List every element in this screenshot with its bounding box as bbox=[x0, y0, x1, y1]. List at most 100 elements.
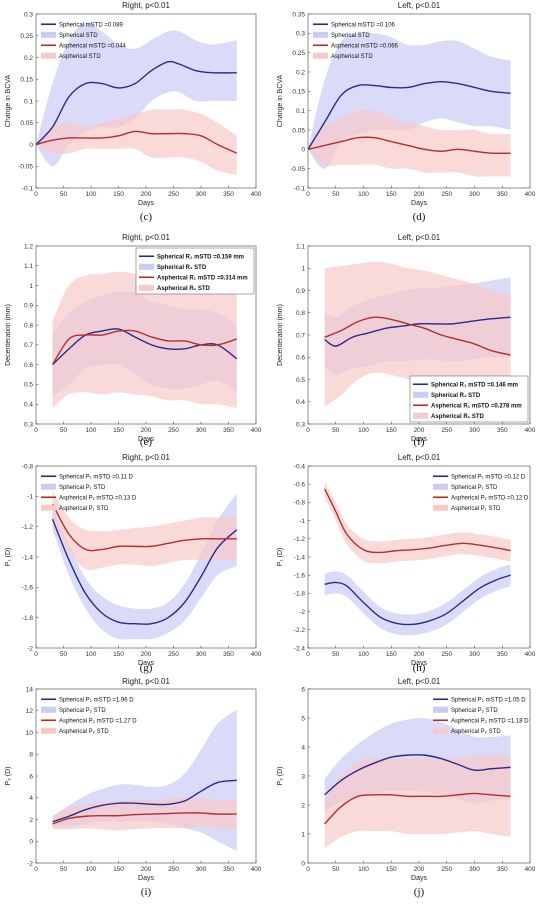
legend-patch-swatch bbox=[433, 483, 448, 490]
y-axis-label: Decenteration (mm) bbox=[277, 304, 284, 366]
plot-layer bbox=[36, 22, 238, 175]
y-tick-label: 3 bbox=[301, 773, 305, 780]
x-tick-label: 50 bbox=[60, 651, 68, 658]
y-tick-label: 0.1 bbox=[24, 98, 33, 105]
x-tick-label: 150 bbox=[386, 866, 397, 873]
x-tick-label: 250 bbox=[441, 651, 452, 658]
plot-layer bbox=[52, 709, 237, 852]
x-tick-label: 0 bbox=[306, 651, 310, 658]
y-tick-label: 0.3 bbox=[24, 421, 33, 428]
x-tick-label: 50 bbox=[332, 651, 340, 658]
legend: Spherical P₁ mSTD =0.12 D Spherical P₁ ST… bbox=[433, 474, 529, 512]
y-tick-label: 0.35 bbox=[292, 11, 305, 18]
legend: Spherical P₂ mSTD =1.05 D Spherical P₂ ST… bbox=[433, 697, 529, 735]
x-tick-label: 200 bbox=[414, 191, 425, 198]
legend-entry: Spherical STD bbox=[331, 33, 370, 39]
x-tick-label: 350 bbox=[497, 427, 508, 434]
x-tick-label: 300 bbox=[196, 866, 207, 873]
spherical-mean-line bbox=[308, 80, 511, 150]
legend-entry: Aspherical P₂ STD bbox=[59, 729, 109, 735]
x-tick-label: 300 bbox=[469, 191, 480, 198]
chart-title: Left, p<0.01 bbox=[398, 677, 441, 686]
y-tick-label: -1.6 bbox=[294, 573, 306, 580]
x-tick-label: 250 bbox=[168, 427, 179, 434]
x-tick-label: 350 bbox=[223, 866, 234, 873]
aspherical-mean-line bbox=[324, 488, 511, 554]
x-tick-label: 0 bbox=[306, 191, 310, 198]
legend-patch-swatch bbox=[139, 263, 154, 270]
x-tick-label: 250 bbox=[168, 651, 179, 658]
y-tick-label: 0.8 bbox=[24, 322, 33, 329]
chart-panel-1: Left, p<0.01 0 50 100 150 200 250 300 350 400 -0.1… bbox=[277, 1, 536, 223]
x-tick-label: 200 bbox=[414, 866, 425, 873]
legend-entry: Spherical P₂ mSTD =1.05 D bbox=[451, 697, 526, 703]
y-tick-label: -1.2 bbox=[294, 536, 306, 543]
legend-patch-swatch bbox=[433, 727, 448, 734]
x-tick-label: 250 bbox=[441, 866, 452, 873]
legend-entry: Aspherical P₁ STD bbox=[451, 506, 501, 512]
y-tick-label: 0.05 bbox=[20, 120, 33, 127]
plot-layer bbox=[324, 717, 511, 849]
legend-patch-swatch bbox=[413, 412, 428, 419]
panel-letter: (i) bbox=[141, 886, 152, 898]
legend: Spherical R₁ mSTD =0.159 mm Spherical R₁ … bbox=[135, 247, 255, 295]
x-axis-label: Days bbox=[411, 200, 427, 207]
legend-entry: Spherical mSTD =0.106 bbox=[331, 22, 396, 28]
x-tick-label: 50 bbox=[332, 191, 340, 198]
y-tick-label: 4 bbox=[301, 744, 305, 751]
x-tick-label: 400 bbox=[525, 427, 536, 434]
legend-entry: Aspherical P₁ STD bbox=[59, 506, 109, 512]
x-tick-label: 350 bbox=[497, 191, 508, 198]
chart-title: Right, p<0.01 bbox=[122, 677, 170, 686]
spherical-mean-line bbox=[51, 518, 238, 625]
x-tick-label: 100 bbox=[358, 866, 369, 873]
x-tick-label: 350 bbox=[223, 651, 234, 658]
legend-entry: Aspherical R₁ mSTD =0.314 mm bbox=[157, 275, 248, 281]
x-tick-label: 250 bbox=[168, 866, 179, 873]
x-tick-label: 400 bbox=[251, 651, 262, 658]
spherical-mean-line bbox=[324, 574, 511, 626]
x-tick-label: 150 bbox=[113, 866, 124, 873]
plot-layer bbox=[51, 271, 238, 409]
y-tick-label: 0.4 bbox=[24, 402, 33, 409]
x-tick-label: 150 bbox=[386, 427, 397, 434]
y-tick-label: -0.6 bbox=[294, 482, 306, 489]
spherical-std-band bbox=[308, 32, 511, 169]
legend-patch-swatch bbox=[139, 284, 154, 291]
x-tick-label: 200 bbox=[141, 427, 152, 434]
x-tick-label: 300 bbox=[196, 427, 207, 434]
legend-patch-swatch bbox=[313, 52, 328, 59]
y-tick-label: 0.15 bbox=[20, 77, 33, 84]
legend-entry: Spherical mSTD =0.089 bbox=[59, 22, 124, 28]
y-tick-label: 0.5 bbox=[296, 377, 305, 384]
aspherical-mean-line bbox=[324, 316, 511, 356]
plot-layer bbox=[51, 490, 238, 640]
y-tick-label: 0.8 bbox=[296, 310, 305, 317]
legend-entry: Aspherical mSTD =0.066 bbox=[331, 43, 399, 49]
x-tick-label: 250 bbox=[168, 191, 179, 198]
legend-entry: Spherical P₁ STD bbox=[451, 485, 498, 491]
aspherical-mean-line bbox=[308, 136, 511, 155]
x-tick-label: 0 bbox=[306, 866, 310, 873]
y-tick-label: -2.2 bbox=[294, 627, 306, 634]
plot-layer bbox=[308, 32, 511, 177]
legend-entry: Aspherical mSTD =0.044 bbox=[59, 43, 127, 49]
y-tick-label: 0.3 bbox=[24, 11, 33, 18]
legend-entry: Aspherical P₂ mSTD =1.18 D bbox=[451, 718, 529, 724]
legend-entry: Spherical R₁ mSTD =0.146 mm bbox=[431, 382, 518, 388]
chart-title: Left, p<0.01 bbox=[398, 453, 441, 462]
panel-letter: (f) bbox=[414, 436, 425, 448]
legend-box bbox=[135, 247, 255, 295]
legend: Spherical mSTD =0.089 Spherical STD Aspher… bbox=[41, 22, 127, 60]
y-tick-label: 6 bbox=[29, 773, 33, 780]
x-tick-label: 300 bbox=[469, 651, 480, 658]
legend-entry: Aspherical STD bbox=[331, 54, 373, 60]
legend-entry: Spherical R₁ STD bbox=[431, 393, 481, 399]
x-tick-label: 150 bbox=[113, 651, 124, 658]
legend-entry: Spherical P₂ mSTD =1.96 D bbox=[59, 697, 134, 703]
panel-letter: (j) bbox=[414, 886, 425, 898]
x-tick-label: 150 bbox=[386, 191, 397, 198]
legend-patch-swatch bbox=[41, 31, 56, 38]
y-axis-label: Change in BCVA bbox=[277, 74, 284, 127]
aspherical-std-band bbox=[52, 271, 237, 409]
